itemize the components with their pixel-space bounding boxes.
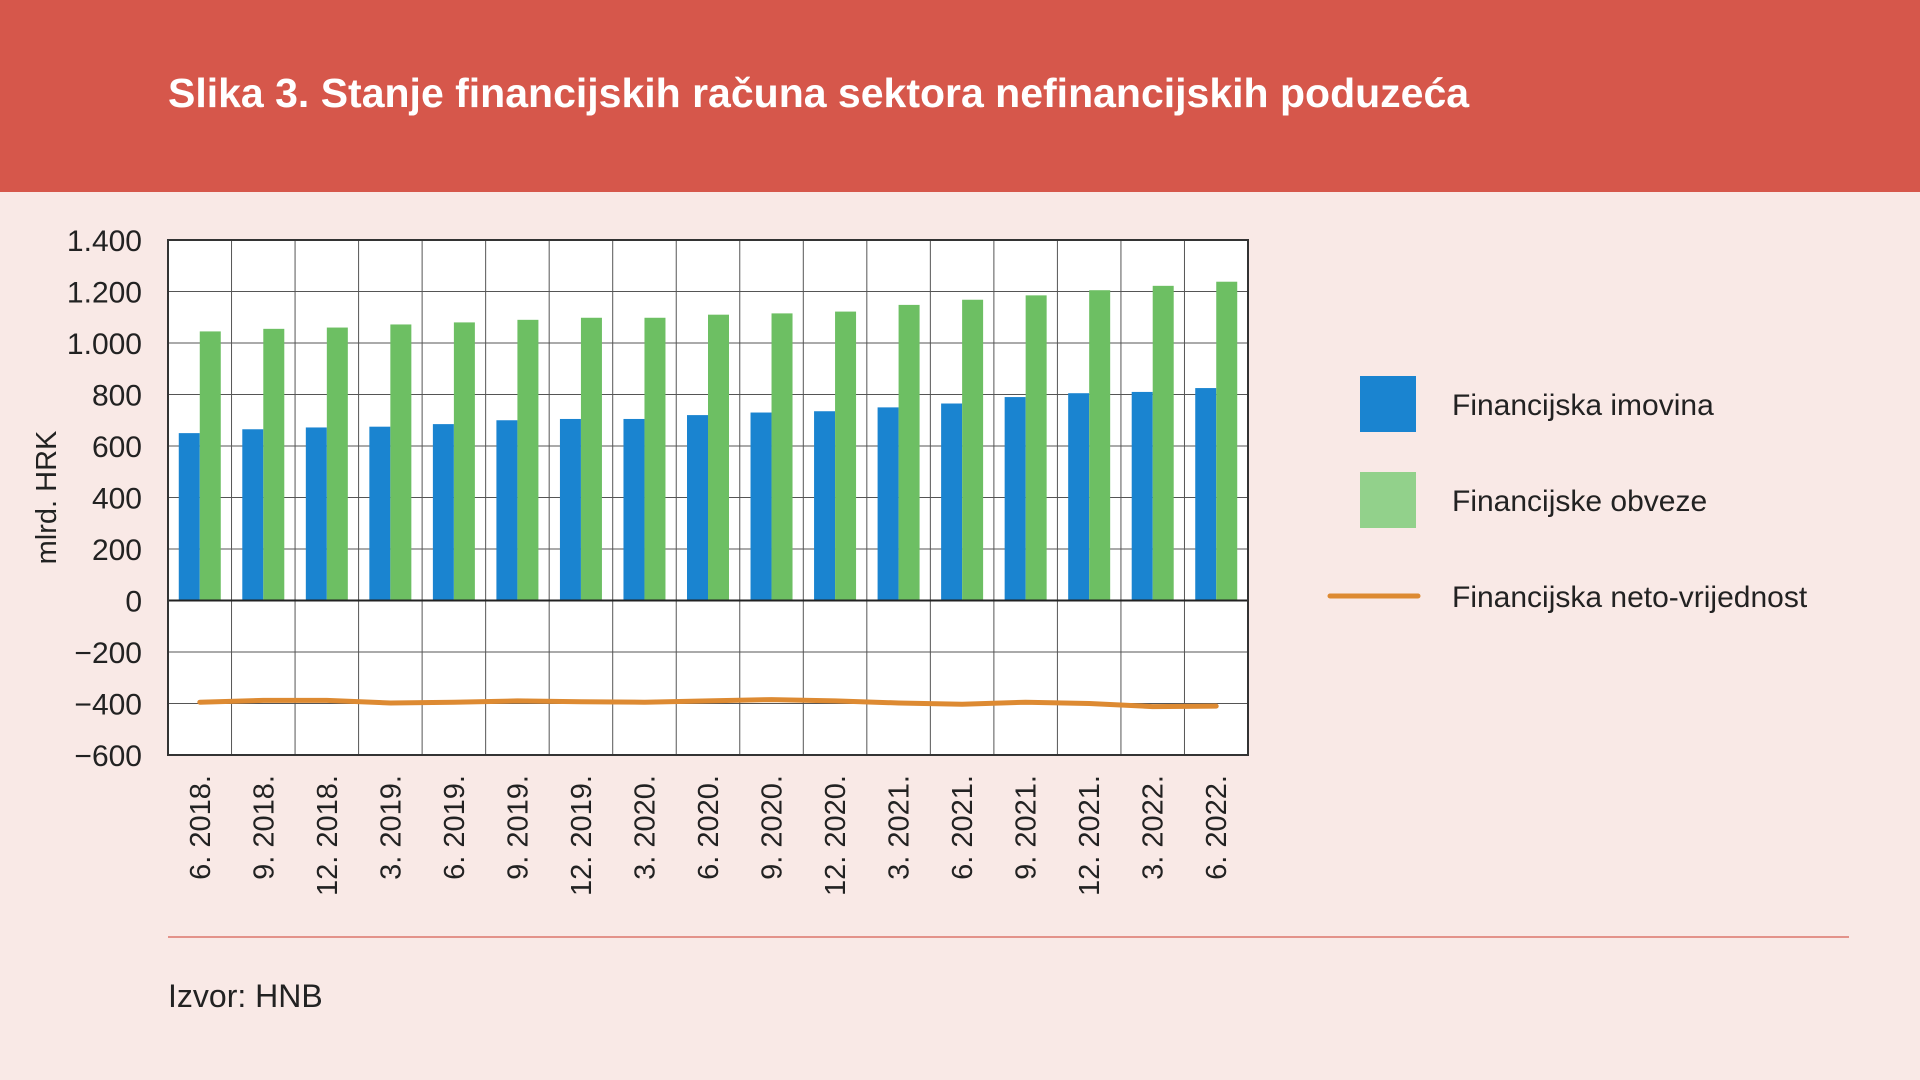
bar-financijske-obveze: [1216, 281, 1238, 601]
bar-financijska-imovina: [687, 415, 708, 601]
x-tick-label: 6. 2019.: [439, 775, 471, 880]
legend-item-financijske-obveze-swatch: [1360, 472, 1416, 528]
x-tick-label: 9. 2019.: [502, 775, 534, 880]
bar-financijska-imovina: [1195, 388, 1217, 601]
y-tick-label: 0: [125, 586, 142, 619]
bar-financijske-obveze: [326, 327, 348, 601]
x-tick-label: 6. 2021.: [947, 775, 979, 880]
bar-financijska-imovina: [178, 433, 200, 601]
y-axis-label: mlrd. HRK: [31, 430, 63, 564]
net-worth-line-layer: [197, 697, 1219, 710]
bar-financijska-imovina: [496, 420, 518, 601]
bar-financijska-imovina: [1131, 391, 1153, 601]
bar-financijske-obveze: [771, 313, 793, 601]
bar-financijska-imovina: [1068, 393, 1090, 601]
bar-financijska-imovina: [750, 412, 772, 601]
x-tick-label: 3. 2022.: [1138, 775, 1170, 880]
x-tick-label: 3. 2020.: [629, 775, 661, 880]
bar-financijske-obveze: [898, 304, 920, 601]
bar-financijske-obveze: [644, 317, 666, 601]
bar-financijska-imovina: [559, 418, 581, 601]
x-tick-label: 9. 2021.: [1011, 775, 1043, 880]
bars: [178, 281, 1238, 601]
bar-financijske-obveze: [1152, 285, 1174, 601]
bar-financijske-obveze: [199, 331, 221, 601]
bar-financijske-obveze: [962, 299, 984, 601]
page-title: Slika 3. Stanje financijskih računa sekt…: [168, 70, 1470, 116]
bar-financijske-obveze: [1089, 290, 1111, 601]
legend-item-financijska-imovina-swatch: [1360, 376, 1416, 432]
bar-financijske-obveze: [390, 324, 412, 601]
x-tick-label: 12. 2018.: [312, 775, 344, 896]
legend-item-financijska-neto-vrijednost-label: Financijska neto-vrijednost: [1452, 581, 1808, 614]
x-tick-label: 12. 2019.: [566, 775, 598, 896]
x-tick-label: 12. 2020.: [820, 775, 852, 896]
bar-financijska-imovina: [305, 427, 327, 601]
bar-financijska-imovina: [242, 429, 264, 601]
legend-item-financijska-imovina-label: Financijska imovina: [1452, 389, 1714, 422]
bar-financijske-obveze: [708, 314, 729, 601]
x-tick-label: 3. 2021.: [884, 775, 916, 880]
y-tick-label: 400: [92, 483, 142, 516]
bar-financijske-obveze: [263, 328, 285, 601]
axes: 1.400 1.200 1.000 800 600 400 200 0 −200 −400 −600…: [31, 225, 1249, 896]
y-tick-label: −400: [74, 689, 142, 722]
bar-financijska-imovina: [369, 426, 391, 601]
x-tick-label: 9. 2020.: [757, 775, 789, 880]
source-note: Izvor: HNB: [168, 978, 323, 1014]
y-tick-label: 1.400: [67, 225, 142, 258]
bar-financijske-obveze: [1025, 295, 1047, 601]
y-tick-label: 800: [92, 380, 142, 413]
y-tick-label: 600: [92, 431, 142, 464]
bar-financijska-imovina: [432, 424, 454, 601]
bar-financijske-obveze: [453, 322, 475, 601]
y-tick-label: 1.000: [67, 328, 142, 361]
x-tick-label: 12. 2021.: [1074, 775, 1106, 896]
bar-financijske-obveze: [580, 317, 602, 601]
x-tick-label: 6. 2022.: [1201, 775, 1233, 880]
y-tick-label: −600: [74, 740, 142, 773]
x-tick-label: 9. 2018.: [248, 775, 280, 880]
legend-item-financijske-obveze-label: Financijske obveze: [1452, 485, 1707, 518]
bar-financijska-imovina: [1004, 397, 1026, 601]
plot-border: [167, 239, 1249, 756]
y-tick-label: −200: [74, 637, 142, 670]
header-banner: Slika 3. Stanje financijskih računa sekt…: [0, 0, 1920, 192]
bar-financijska-imovina: [877, 407, 899, 601]
y-tick-label: 1.200: [67, 277, 142, 310]
y-tick-label: 200: [92, 534, 142, 567]
bar-financijska-imovina: [941, 403, 963, 601]
bar-financijska-imovina: [623, 418, 645, 601]
x-tick-label: 6. 2018.: [185, 775, 217, 880]
bar-financijska-imovina: [814, 411, 836, 601]
bar-financijske-obveze: [835, 311, 857, 601]
divider: [168, 936, 1849, 938]
bar-financijske-obveze: [517, 319, 539, 601]
legend: Financijska imovina Financijske obveze Fin…: [1327, 376, 1808, 614]
x-tick-label: 6. 2020.: [693, 775, 725, 880]
x-tick-label: 3. 2019.: [375, 775, 407, 880]
line-financijska-neto-vrijednost: [197, 697, 1219, 710]
